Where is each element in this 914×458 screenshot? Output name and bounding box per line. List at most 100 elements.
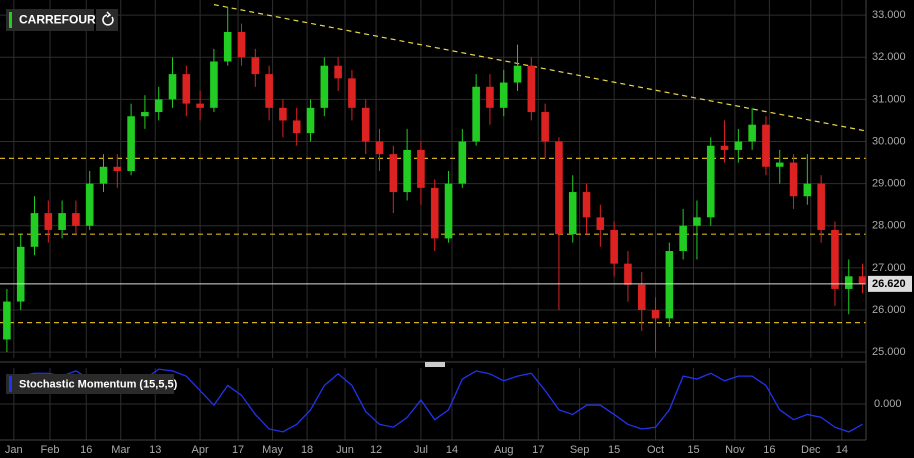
candle-body <box>817 183 825 230</box>
x-tick-label: 14 <box>836 444 848 456</box>
candle-body <box>127 116 135 171</box>
candle-body <box>223 32 232 62</box>
candle-body <box>831 229 839 289</box>
indicator-box <box>6 374 174 394</box>
candle-body <box>16 246 25 302</box>
x-tick-label: May <box>262 444 283 456</box>
x-tick-label: Oct <box>647 444 664 456</box>
candle-body <box>375 141 384 155</box>
x-tick-label: 17 <box>232 444 244 456</box>
x-tick-label: Sep <box>570 444 590 456</box>
candle-body <box>499 82 508 108</box>
y-tick-label: 27.000 <box>872 262 906 274</box>
refresh-box <box>96 9 118 31</box>
x-tick-label: Feb <box>41 444 60 456</box>
x-tick-label: Aug <box>494 444 514 456</box>
y-tick-label: 33.000 <box>872 9 906 21</box>
symbol-title: CARREFOUR <box>19 13 96 27</box>
candle-body <box>458 141 467 184</box>
candle-body <box>679 225 687 252</box>
refresh-button[interactable] <box>96 9 118 31</box>
candle-body <box>182 74 191 104</box>
x-tick-label: 16 <box>763 444 775 456</box>
candle-body <box>555 141 563 235</box>
symbol-marker <box>9 12 12 28</box>
candle-body <box>624 263 632 285</box>
candle-body <box>292 120 301 134</box>
panel-splitter[interactable] <box>425 362 445 367</box>
last-price-box <box>868 275 912 292</box>
candle-body <box>541 112 549 142</box>
candle-body <box>748 124 756 142</box>
y-tick-label: 29.000 <box>872 178 906 190</box>
x-tick-label: Jun <box>336 444 354 456</box>
candle-body <box>775 162 784 167</box>
candle-body <box>486 86 494 108</box>
indicator-header[interactable]: Stochastic Momentum (15,5,5) <box>6 374 178 394</box>
candle-body <box>334 65 342 79</box>
candle-body <box>513 65 522 83</box>
candle-body <box>444 183 453 239</box>
x-tick-label: 14 <box>446 444 458 456</box>
candle-body <box>596 217 605 230</box>
candle-body <box>3 301 11 340</box>
candle-body <box>72 213 80 226</box>
candle-body <box>44 213 53 230</box>
candle-body <box>348 78 356 108</box>
candle-body <box>154 99 163 113</box>
y-tick-label: 32.000 <box>872 51 906 63</box>
candle-body <box>858 276 867 284</box>
candle-body <box>568 192 577 235</box>
y-tick-label: 26.000 <box>872 304 906 316</box>
x-tick-label: Mar <box>111 444 130 456</box>
candle-body <box>99 166 108 184</box>
candle-body <box>168 74 177 100</box>
trend-line <box>213 4 867 132</box>
candle-body <box>251 57 260 75</box>
candle-body <box>720 145 729 150</box>
x-tick-label: Apr <box>192 444 209 456</box>
candle-body <box>403 149 411 193</box>
y-tick-label: 28.000 <box>872 220 906 232</box>
indicator-marker <box>9 376 12 392</box>
candle-body <box>582 192 591 218</box>
y-tick-label: 31.000 <box>872 93 906 105</box>
candle-body <box>803 183 812 197</box>
candle-body <box>141 112 149 117</box>
candle-body <box>265 74 273 108</box>
x-tick-label: Jan <box>5 444 23 456</box>
candle-body <box>210 61 218 108</box>
symbol-header[interactable]: CARREFOUR <box>6 9 96 31</box>
x-tick-label: Dec <box>801 444 821 456</box>
symbol-box <box>6 9 94 31</box>
x-tick-label: 17 <box>532 444 544 456</box>
candle-body <box>651 309 660 319</box>
candle-body <box>789 162 798 197</box>
last-price-label: 26.620 <box>872 278 906 290</box>
candle-body <box>430 187 439 239</box>
candle-body <box>196 103 204 108</box>
x-tick-label: 15 <box>687 444 699 456</box>
candle-body <box>844 276 853 289</box>
candle-body <box>527 65 536 113</box>
x-tick-label: 12 <box>370 444 382 456</box>
candle-body <box>734 141 743 150</box>
candle-body <box>693 217 701 226</box>
refresh-icon <box>102 11 114 26</box>
x-tick-label: 13 <box>149 444 161 456</box>
x-tick-label: 18 <box>301 444 313 456</box>
candle-body <box>389 154 398 193</box>
candle-body <box>30 213 39 247</box>
candle-body <box>113 166 122 171</box>
candle-body <box>417 149 425 188</box>
y-tick-label: 30.000 <box>872 135 906 147</box>
candle-body <box>85 183 94 226</box>
candle-body <box>279 107 287 121</box>
candle-body <box>665 251 674 319</box>
candle-body <box>762 124 770 167</box>
candle-body <box>610 229 618 264</box>
candle-body <box>361 107 370 142</box>
candle-body <box>237 32 246 58</box>
